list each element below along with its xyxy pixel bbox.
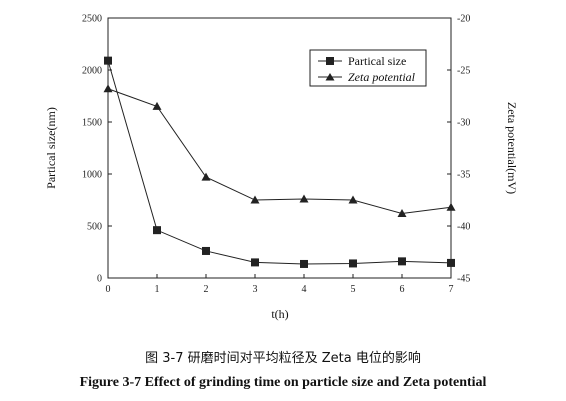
y-tick-label-1: 500: [87, 222, 102, 233]
y2-tick-label-1: -25: [457, 66, 470, 77]
y-tick-label-3: 1500: [82, 118, 102, 129]
data-point-partical-size-0: [104, 56, 112, 65]
legend-label-partical-size: Partical size: [348, 54, 406, 68]
y-axis-label: Partical size(nm): [44, 107, 58, 189]
figure-caption-chinese: 图 3-7 研磨时间对平均粒径及 Zeta 电位的影响: [145, 351, 421, 366]
y2-tick-label-5: -45: [457, 274, 470, 285]
data-point-zeta-potential-6: [397, 209, 407, 218]
data-point-partical-size-3: [251, 258, 259, 267]
data-point-zeta-potential-3: [250, 195, 260, 204]
x-tick-label-1: 1: [155, 284, 160, 295]
data-point-partical-size-6: [398, 257, 406, 266]
x-tick-label-7: 7: [449, 284, 454, 295]
y-tick-label-4: 2000: [82, 66, 102, 77]
series-line-zeta-potential: [107, 88, 452, 215]
y2-tick-label-0: -20: [457, 14, 470, 25]
x-axis-label: t(h): [271, 307, 288, 321]
legend-marker-triangle: [325, 73, 335, 81]
data-point-partical-size-4: [300, 259, 308, 268]
data-point-partical-size-5: [349, 259, 357, 268]
data-point-partical-size-1: [153, 226, 161, 235]
x-tick-label-6: 6: [400, 284, 405, 295]
figure-caption-english: Figure 3-7 Effect of grinding time on pa…: [79, 375, 487, 390]
x-tick-label-0: 0: [106, 284, 111, 295]
legend-marker-square: [326, 57, 334, 65]
plot-frame: [107, 17, 452, 279]
series-line-partical-size: [107, 60, 452, 265]
y2-tick-label-2: -30: [457, 118, 470, 129]
data-point-zeta-potential-7: [446, 202, 456, 211]
x-tick-label-3: 3: [253, 284, 258, 295]
y2-tick-label-4: -40: [457, 222, 470, 233]
y-tick-label-5: 2500: [82, 14, 102, 25]
data-point-partical-size-7: [447, 258, 455, 267]
legend: Partical size Zeta potential: [309, 49, 427, 87]
x-tick-label-4: 4: [302, 284, 307, 295]
data-point-zeta-potential-0: [103, 84, 113, 93]
data-point-zeta-potential-5: [348, 195, 358, 204]
y2-axis-label: Zeta potential(mV): [505, 102, 519, 194]
x-tick-label-5: 5: [351, 284, 356, 295]
data-point-partical-size-2: [202, 246, 210, 255]
data-point-zeta-potential-4: [299, 194, 309, 203]
y-tick-label-0: 0: [97, 274, 102, 285]
x-tick-label-2: 2: [204, 284, 209, 295]
data-point-zeta-potential-2: [201, 172, 211, 181]
y2-tick-label-3: -35: [457, 170, 470, 181]
legend-label-zeta-potential: Zeta potential: [348, 70, 416, 84]
y-tick-label-2: 1000: [82, 170, 102, 181]
data-point-zeta-potential-1: [152, 101, 162, 110]
